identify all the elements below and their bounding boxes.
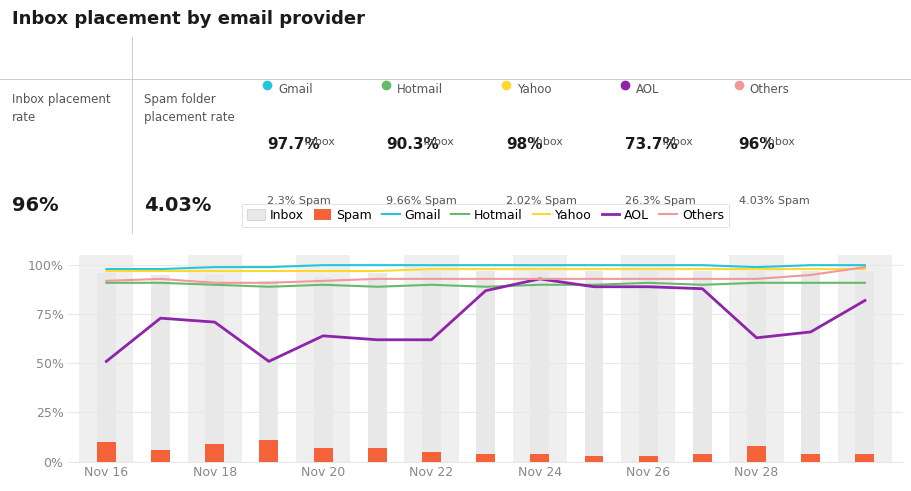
Bar [620,255,674,462]
Text: Inbox: Inbox [419,137,454,147]
Bar [638,456,657,462]
Bar [855,271,874,462]
Bar [422,271,440,462]
Bar [313,448,333,462]
Text: 2.02% Spam: 2.02% Spam [506,196,577,206]
Text: 98%: 98% [506,137,542,153]
Bar [530,454,548,462]
Bar [801,271,819,462]
Text: 2.3% Spam: 2.3% Spam [267,196,331,206]
Text: 90.3%: 90.3% [385,137,438,153]
Bar [729,255,783,462]
Text: 73.7%: 73.7% [624,137,677,153]
Text: 9.66% Spam: 9.66% Spam [385,196,456,206]
Text: Gmail: Gmail [278,83,312,96]
Bar [801,454,819,462]
Bar [855,454,874,462]
Text: 26.3% Spam: 26.3% Spam [624,196,695,206]
Bar [746,271,765,462]
Text: 4.03% Spam: 4.03% Spam [738,196,809,206]
Bar [476,454,495,462]
Bar [404,255,458,462]
Bar [837,255,891,462]
Bar [692,271,711,462]
Bar [638,271,657,462]
Bar [313,277,333,462]
Bar [367,273,386,462]
Bar [476,271,495,462]
Text: 96%: 96% [12,196,58,216]
Bar [367,448,386,462]
Bar [584,456,603,462]
Bar [296,255,350,462]
Text: Spam folder
placement rate: Spam folder placement rate [144,93,235,124]
Text: Inbox: Inbox [528,137,562,147]
Bar [259,281,278,462]
Text: Inbox: Inbox [761,137,794,147]
Text: Inbox: Inbox [301,137,335,147]
Legend: Inbox, Spam, Gmail, Hotmail, Yahoo, AOL, Others: Inbox, Spam, Gmail, Hotmail, Yahoo, AOL,… [242,204,728,227]
Text: Yahoo: Yahoo [517,83,551,96]
Text: Inbox: Inbox [658,137,692,147]
Bar [512,255,567,462]
Text: 96%: 96% [738,137,774,153]
Bar [79,255,133,462]
Text: Others: Others [749,83,789,96]
Text: AOL: AOL [635,83,659,96]
Text: 97.7%: 97.7% [267,137,320,153]
Bar [584,271,603,462]
Bar [259,440,278,462]
Bar [97,273,116,462]
Bar [151,275,169,462]
Text: Inbox placement by email provider: Inbox placement by email provider [12,10,364,28]
Bar [205,275,224,462]
Bar [205,444,224,462]
Text: 4.03%: 4.03% [144,196,211,216]
Bar [422,452,440,462]
Bar [530,271,548,462]
Bar [692,454,711,462]
Bar [746,446,765,462]
Bar [188,255,241,462]
Text: Hotmail: Hotmail [396,83,443,96]
Bar [151,450,169,462]
Bar [97,442,116,462]
Text: Inbox placement
rate: Inbox placement rate [12,93,110,124]
